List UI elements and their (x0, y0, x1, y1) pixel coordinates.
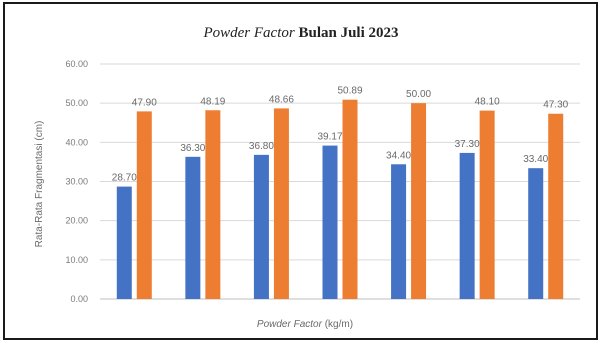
data-label: 33.40 (523, 154, 548, 165)
bar-series-1 (459, 152, 475, 299)
data-label: 34.40 (386, 150, 411, 161)
chart-title: Powder Factor Bulan Juli 2023 (202, 25, 398, 41)
y-tick-label: 60.00 (65, 59, 88, 69)
bar-series-1 (116, 186, 132, 299)
y-tick-label: 40.00 (65, 137, 88, 147)
bar-series-1 (391, 164, 407, 299)
data-label: 50.00 (406, 89, 431, 100)
data-label: 48.19 (200, 96, 225, 107)
y-axis-title: Rata-Rata Fragmentasi (cm) (34, 121, 45, 248)
bar-series-1 (253, 154, 269, 299)
bar-chart: Powder Factor Bulan Juli 2023 0.00 10.00 2… (34, 25, 580, 330)
bars (116, 99, 564, 300)
data-label: 28.70 (112, 173, 137, 184)
data-label: 39.17 (317, 132, 342, 143)
bar-series-2 (411, 103, 427, 300)
bar-series-2 (136, 111, 152, 300)
y-axis-ticks: 0.00 10.00 20.00 30.00 40.00 50.00 60.00 (65, 59, 88, 304)
bar-series-2 (342, 99, 358, 299)
x-axis-title: Powder Factor (kg/m) (257, 319, 353, 330)
bar-series-1 (528, 168, 544, 299)
bar-series-2 (548, 113, 564, 299)
data-label: 37.30 (455, 139, 480, 150)
data-label: 36.80 (249, 141, 274, 152)
bar-series-2 (479, 110, 495, 299)
bar-series-2 (205, 110, 221, 300)
chart-frame: Powder Factor Bulan Juli 2023 0.00 10.00 2… (3, 2, 598, 340)
bar-series-2 (273, 108, 289, 299)
chart-title-italic: Powder Factor (202, 25, 294, 41)
y-tick-label: 50.00 (65, 98, 88, 108)
y-tick-label: 0.00 (70, 294, 88, 304)
data-labels: 28.70 47.90 36.30 48.19 36.80 48.66 39.17 50.89… (112, 86, 569, 184)
bar-series-1 (322, 145, 338, 299)
data-label: 47.90 (132, 97, 157, 108)
y-tick-label: 10.00 (65, 255, 88, 265)
data-label: 48.10 (475, 97, 500, 108)
y-tick-label: 20.00 (65, 216, 88, 226)
data-label: 47.30 (543, 100, 568, 111)
x-axis-title-italic: Powder Factor (257, 319, 323, 330)
data-label: 50.89 (337, 86, 362, 97)
y-tick-label: 30.00 (65, 177, 88, 187)
chart-title-rest: Bulan Juli 2023 (295, 25, 399, 41)
x-axis-title-rest: (kg/m) (322, 319, 353, 330)
gridlines (100, 63, 580, 300)
data-label: 36.30 (180, 143, 205, 154)
bar-series-1 (185, 156, 201, 299)
data-label: 48.66 (269, 94, 294, 105)
